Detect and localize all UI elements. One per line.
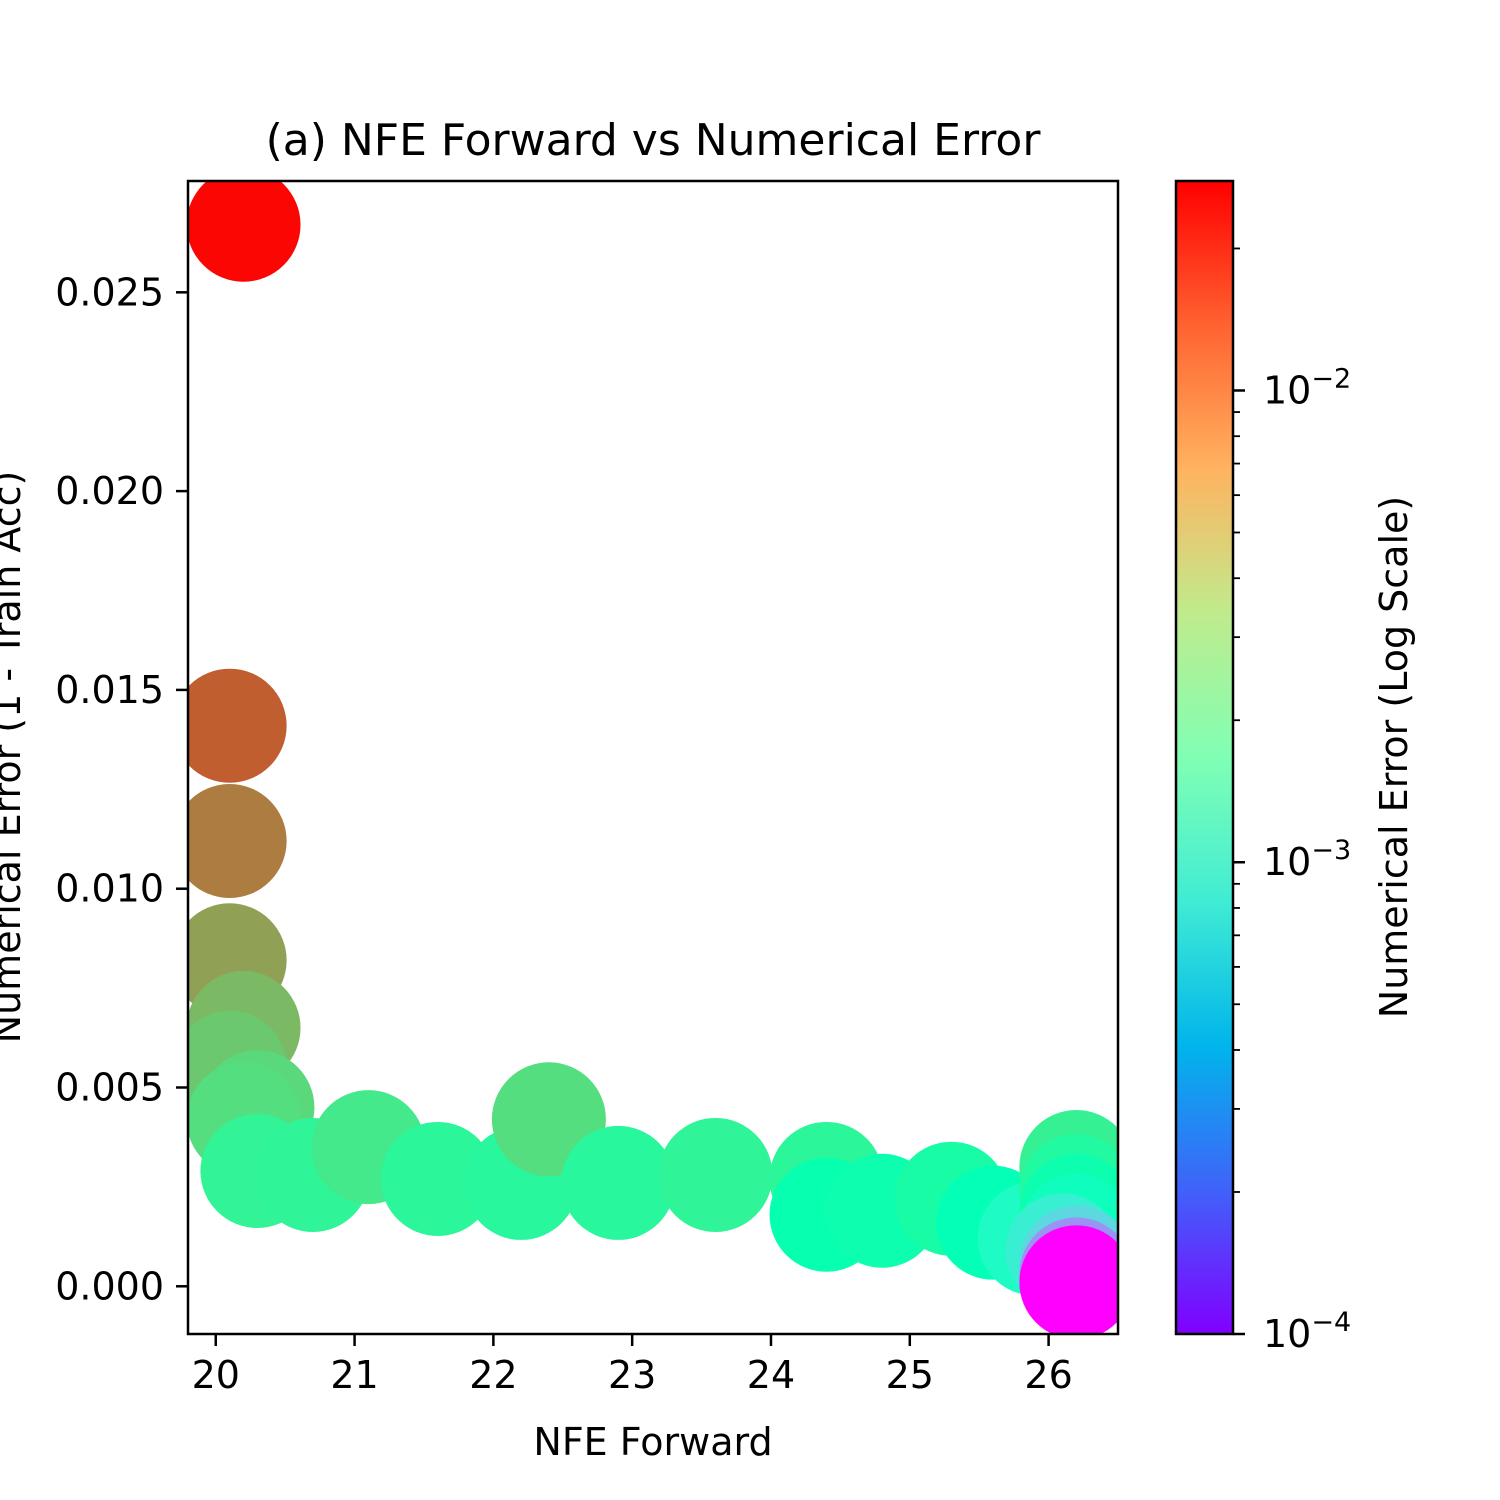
y-tick-label: 0.010 <box>55 867 164 911</box>
data-point <box>188 668 287 783</box>
colorbar <box>1174 179 1235 1336</box>
data-point <box>658 1117 773 1232</box>
x-tick-label: 22 <box>469 1353 517 1397</box>
x-tick-label: 20 <box>192 1353 240 1397</box>
plot-frame <box>186 179 1120 1336</box>
points-layer <box>188 181 1118 1334</box>
data-point <box>188 784 287 898</box>
chart-title: (a) NFE Forward vs Numerical Error <box>266 115 1042 166</box>
x-tick-label: 24 <box>747 1353 795 1397</box>
x-axis-label: NFE Forward <box>533 1420 772 1464</box>
colorbar-label: Numerical Error (Log Scale) <box>1372 496 1416 1018</box>
x-tick-label: 26 <box>1024 1353 1072 1397</box>
x-tick-label: 23 <box>608 1353 656 1397</box>
colorbar-tick-label: 10−3 <box>1263 835 1351 884</box>
colorbar-ticks: 10−4 10−3 10−2 <box>1233 247 1351 1356</box>
x-axis: 20 21 22 23 24 25 26 <box>192 1334 1073 1397</box>
colorbar-tick-label: 10−2 <box>1263 363 1351 412</box>
colorbar-tick-label: 10−4 <box>1263 1307 1351 1356</box>
y-tick-label: 0.015 <box>55 668 164 712</box>
y-tick-label: 0.000 <box>55 1264 164 1308</box>
y-tick-label: 0.025 <box>55 270 164 314</box>
x-tick-label: 21 <box>330 1353 378 1397</box>
x-tick-label: 25 <box>886 1353 934 1397</box>
data-point <box>380 1121 495 1236</box>
data-point <box>188 181 301 282</box>
y-tick-label: 0.020 <box>55 469 164 513</box>
data-point <box>561 1125 676 1240</box>
y-axis: 0.000 0.005 0.010 0.015 0.020 0.025 <box>55 270 188 1308</box>
y-tick-label: 0.005 <box>55 1065 164 1109</box>
data-point <box>1019 1225 1118 1334</box>
y-axis-label: Numerical Error (1 - Train Acc) <box>0 471 29 1044</box>
